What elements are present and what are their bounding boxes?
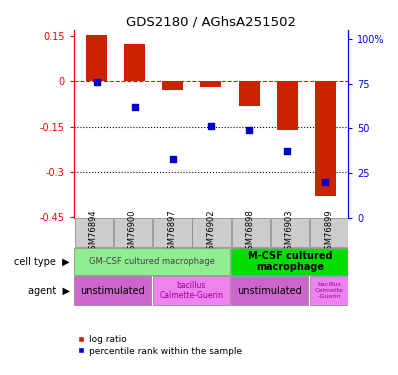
Bar (75, 218, 113, 247)
Text: bacillus
Calmette-Guerin: bacillus Calmette-Guerin (159, 281, 223, 300)
Text: GSM76903: GSM76903 (285, 210, 294, 255)
Text: bacillus
Calmette
-Guerin: bacillus Calmette -Guerin (314, 282, 343, 299)
Point (284, 148, 291, 154)
Point (131, 104, 138, 110)
Bar (86, 34, 107, 81)
Point (170, 156, 176, 162)
Text: M-CSF cultured
macrophage: M-CSF cultured macrophage (248, 251, 332, 272)
Bar (74, 276, 151, 305)
Text: agent  ▶: agent ▶ (27, 286, 70, 296)
Text: GSM76899: GSM76899 (324, 210, 333, 255)
Bar (74, 248, 230, 275)
Bar (271, 218, 309, 247)
Text: GSM76902: GSM76902 (207, 210, 215, 255)
Bar (277, 81, 298, 130)
Bar (310, 276, 348, 305)
Text: GSM76898: GSM76898 (246, 210, 255, 255)
Point (93, 79, 100, 85)
Text: unstimulated: unstimulated (238, 286, 302, 296)
Bar (315, 81, 336, 196)
Bar (231, 248, 348, 275)
Text: GSM76894: GSM76894 (89, 210, 98, 255)
Bar (162, 81, 183, 90)
Legend: log ratio, percentile rank within the sample: log ratio, percentile rank within the sa… (74, 331, 245, 359)
Bar (153, 276, 230, 305)
Bar (193, 218, 231, 247)
Text: GSM76900: GSM76900 (128, 210, 137, 255)
Title: GDS2180 / AGhsA251502: GDS2180 / AGhsA251502 (126, 16, 296, 29)
Point (208, 123, 214, 129)
Bar (114, 218, 152, 247)
Point (246, 127, 252, 133)
Bar (153, 218, 192, 247)
Bar (124, 44, 145, 81)
Bar (232, 218, 270, 247)
Text: GSM76897: GSM76897 (167, 210, 176, 255)
Bar (238, 81, 259, 106)
Bar (201, 81, 221, 87)
Text: GM-CSF cultured macrophage: GM-CSF cultured macrophage (89, 257, 215, 266)
Point (322, 179, 329, 185)
Text: unstimulated: unstimulated (80, 286, 145, 296)
Bar (231, 276, 308, 305)
Bar (310, 218, 349, 247)
Text: cell type  ▶: cell type ▶ (14, 256, 70, 267)
